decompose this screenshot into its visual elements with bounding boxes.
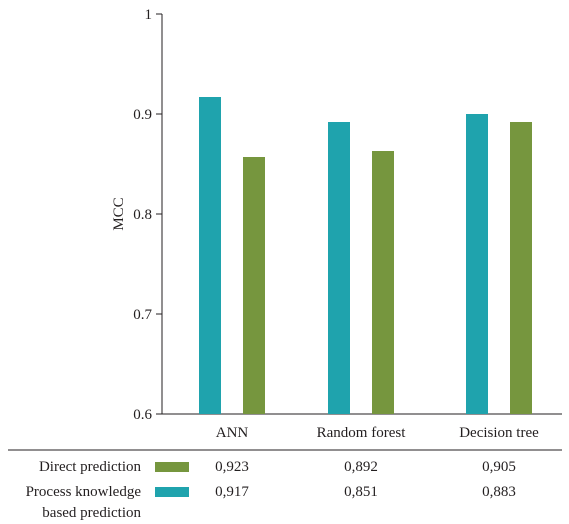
legend-label-1-line-1: based prediction bbox=[42, 505, 141, 521]
labels: 0.6 0.7 0.8 0.9 1 MCC ANN Random forest Decision… bbox=[111, 7, 539, 441]
bar-ann-series-0 bbox=[199, 97, 221, 414]
table-value-row0-col2: 0,905 bbox=[482, 459, 516, 475]
x-category-label-1: Random forest bbox=[317, 425, 407, 441]
table-value-row1-col1: 0,851 bbox=[344, 484, 378, 500]
y-tick-label-0: 0.6 bbox=[133, 407, 152, 423]
y-tick-label-2: 0.8 bbox=[133, 207, 152, 223]
legend-swatch-1 bbox=[155, 487, 189, 497]
bar-random-forest-series-0 bbox=[328, 122, 350, 414]
x-category-label-2: Decision tree bbox=[459, 425, 539, 441]
table-value-row1-col0: 0,917 bbox=[215, 484, 249, 500]
legend-label-1-line-0: Process knowledge bbox=[25, 484, 141, 500]
x-category-label-0: ANN bbox=[216, 425, 249, 441]
bars bbox=[199, 97, 532, 414]
table-value-row0-col0: 0,923 bbox=[215, 459, 249, 475]
y-tick-label-1: 0.7 bbox=[133, 307, 152, 323]
table-value-row0-col1: 0,892 bbox=[344, 459, 378, 475]
bar-random-forest-series-1 bbox=[372, 151, 394, 414]
y-tick-label-4: 1 bbox=[145, 7, 153, 23]
legend-swatch-0 bbox=[155, 462, 189, 472]
bar-decision-tree-series-1 bbox=[510, 122, 532, 414]
bar-decision-tree-series-0 bbox=[466, 114, 488, 414]
legend-label-0-line-0: Direct prediction bbox=[38, 459, 141, 475]
bar-ann-series-1 bbox=[243, 157, 265, 414]
axes bbox=[8, 13, 562, 451]
y-axis-label: MCC bbox=[111, 197, 127, 230]
y-tick-label-3: 0.9 bbox=[133, 107, 152, 123]
table-value-row1-col2: 0,883 bbox=[482, 484, 516, 500]
